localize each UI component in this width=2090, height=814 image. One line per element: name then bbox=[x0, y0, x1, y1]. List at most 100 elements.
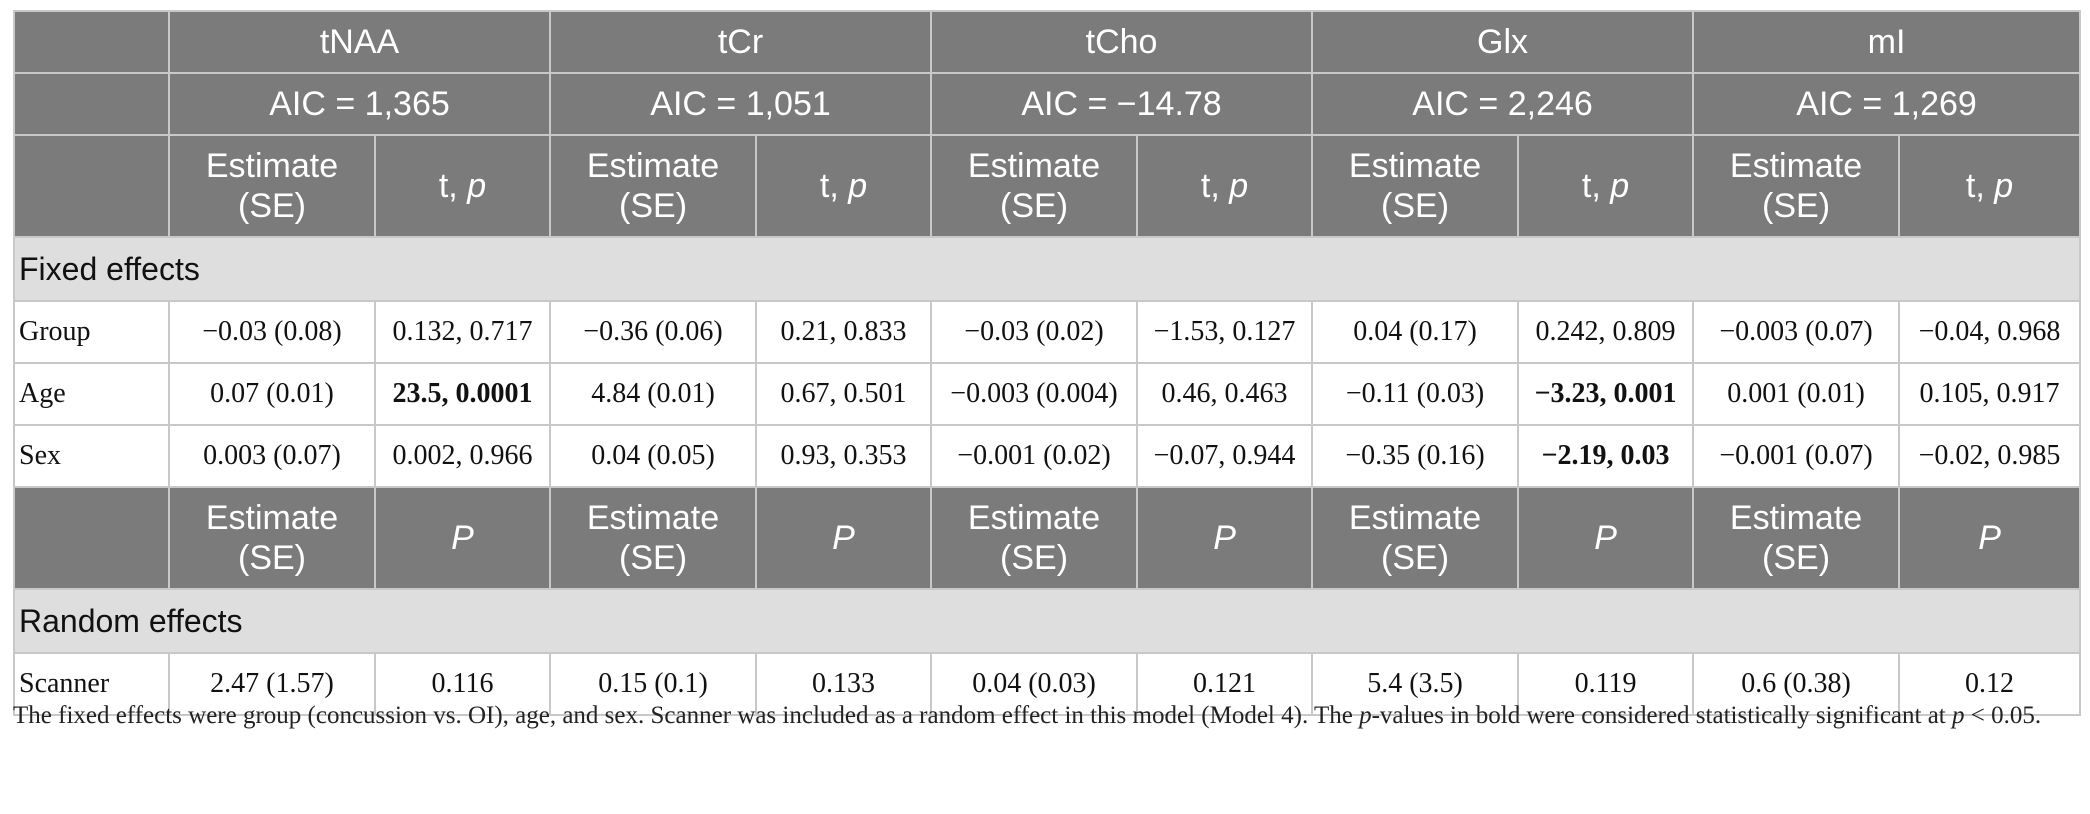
column-header-p: P bbox=[1517, 486, 1695, 590]
column-header-estimate: Estimate (SE) bbox=[549, 486, 758, 590]
header-t-label: t, bbox=[1965, 167, 1985, 205]
column-header-estimate: Estimate (SE) bbox=[168, 486, 376, 590]
table-cell: −3.23, 0.001 bbox=[1517, 362, 1695, 426]
column-header-estimate: Estimate (SE) bbox=[549, 134, 758, 238]
table-cell: 0.04 (0.03) bbox=[930, 652, 1139, 716]
header-p-label: p bbox=[1229, 167, 1249, 205]
table-cell: 2.47 (1.57) bbox=[168, 652, 376, 716]
metabolite-header-row: tNAA tCr tCho Glx mI bbox=[13, 10, 2082, 74]
table-cell: 0.116 bbox=[373, 652, 552, 716]
section-label-random-effects: Random effects bbox=[12, 588, 2082, 654]
column-header-t-p: t, p bbox=[755, 134, 933, 238]
table-cell: −0.003 (0.07) bbox=[1692, 300, 1901, 364]
column-header-row-random: Estimate (SE) P Estimate (SE) P Estimate (SE) P E… bbox=[13, 486, 2082, 590]
column-header-row: Estimate (SE) t, p Estimate (SE) t, p Estimate… bbox=[13, 134, 2082, 238]
aic-header-row: AIC = 1,365 AIC = 1,051 AIC = −14.78 AIC = … bbox=[13, 72, 2082, 136]
column-header-t-p: t, p bbox=[373, 134, 552, 238]
column-header-t-p: t, p bbox=[1136, 134, 1314, 238]
aic-value-mi: AIC = 1,269 bbox=[1692, 72, 2082, 136]
table-cell: −0.04, 0.968 bbox=[1898, 300, 2082, 364]
column-header-estimate: Estimate (SE) bbox=[1311, 486, 1520, 590]
column-header-t-p: t, p bbox=[1898, 134, 2082, 238]
column-header-estimate: Estimate (SE) bbox=[1692, 486, 1901, 590]
table-row-group: Group −0.03 (0.08) 0.132, 0.717 −0.36 (0.06… bbox=[13, 300, 2082, 364]
footnote-text-3: < 0.05. bbox=[1964, 702, 2042, 729]
corner-cell bbox=[13, 72, 170, 136]
table-cell: 0.119 bbox=[1517, 652, 1695, 716]
header-p-label: p bbox=[848, 167, 868, 205]
column-header-t-p: t, p bbox=[1517, 134, 1695, 238]
aic-value-tnaa: AIC = 1,365 bbox=[167, 72, 552, 136]
column-header-estimate: Estimate (SE) bbox=[1692, 134, 1901, 238]
aic-value-glx: AIC = 2,246 bbox=[1311, 72, 1695, 136]
table-cell: 0.242, 0.809 bbox=[1517, 300, 1695, 364]
table-cell: −0.03 (0.08) bbox=[168, 300, 376, 364]
metabolite-header-mi: mI bbox=[1692, 10, 2082, 74]
header-p-label: p bbox=[1610, 167, 1630, 205]
table-cell: −1.53, 0.127 bbox=[1136, 300, 1314, 364]
section-row-fixed: Fixed effects bbox=[12, 236, 2082, 302]
metabolite-header-glx: Glx bbox=[1311, 10, 1695, 74]
mixed-model-results-table: tNAA tCr tCho Glx mI AIC = 1,365 AIC = 1,051 A… bbox=[12, 10, 2082, 716]
column-header-estimate: Estimate (SE) bbox=[930, 486, 1139, 590]
aic-value-tcho: AIC = −14.78 bbox=[930, 72, 1314, 136]
table-cell: −0.07, 0.944 bbox=[1136, 424, 1314, 488]
table-cell: 0.12 bbox=[1898, 652, 2082, 716]
table-cell: 0.04 (0.05) bbox=[549, 424, 758, 488]
table-cell: 0.121 bbox=[1136, 652, 1314, 716]
table-cell: 0.15 (0.1) bbox=[549, 652, 758, 716]
table-cell: 0.04 (0.17) bbox=[1311, 300, 1520, 364]
section-label-fixed-effects: Fixed effects bbox=[12, 236, 2082, 302]
header-p-label: p bbox=[467, 167, 487, 205]
header-t-label: t, bbox=[438, 167, 458, 205]
footnote-italic-p: p bbox=[1952, 702, 1965, 729]
header-p-label: P bbox=[1594, 519, 1617, 557]
table-cell: −0.001 (0.02) bbox=[930, 424, 1139, 488]
table-cell: −0.02, 0.985 bbox=[1898, 424, 2082, 488]
footnote-text-2: -values in bold were considered statisti… bbox=[1371, 702, 1952, 729]
column-header-p: P bbox=[373, 486, 552, 590]
table-cell: 0.21, 0.833 bbox=[755, 300, 933, 364]
row-label: Sex bbox=[13, 424, 170, 488]
table-cell: 0.67, 0.501 bbox=[755, 362, 933, 426]
table-cell: −2.19, 0.03 bbox=[1517, 424, 1695, 488]
column-header-p: P bbox=[1136, 486, 1314, 590]
table-cell: 0.46, 0.463 bbox=[1136, 362, 1314, 426]
table-cell: −0.03 (0.02) bbox=[930, 300, 1139, 364]
table-cell: −0.11 (0.03) bbox=[1311, 362, 1520, 426]
table-cell: −0.36 (0.06) bbox=[549, 300, 758, 364]
table-cell: 5.4 (3.5) bbox=[1311, 652, 1520, 716]
aic-value-tcr: AIC = 1,051 bbox=[549, 72, 933, 136]
table-cell: 4.84 (0.01) bbox=[549, 362, 758, 426]
column-header-estimate: Estimate (SE) bbox=[168, 134, 376, 238]
footnote-text-1: The fixed effects were group (concussion… bbox=[13, 702, 1360, 729]
table-footnote: The fixed effects were group (concussion… bbox=[13, 696, 2079, 736]
row-label: Age bbox=[13, 362, 170, 426]
metabolite-header-tcr: tCr bbox=[549, 10, 933, 74]
header-t-label: t, bbox=[1581, 167, 1601, 205]
header-p-label: P bbox=[1978, 519, 2001, 557]
table-row-sex: Sex 0.003 (0.07) 0.002, 0.966 0.04 (0.05) 0.… bbox=[13, 424, 2082, 488]
header-t-label: t, bbox=[1200, 167, 1220, 205]
table-cell: 0.132, 0.717 bbox=[373, 300, 552, 364]
header-p-label: p bbox=[1994, 167, 2014, 205]
table-cell: 0.001 (0.01) bbox=[1692, 362, 1901, 426]
table-cell: −0.35 (0.16) bbox=[1311, 424, 1520, 488]
corner-cell bbox=[13, 486, 170, 590]
table-cell: 0.105, 0.917 bbox=[1898, 362, 2082, 426]
header-p-label: P bbox=[451, 519, 474, 557]
metabolite-header-tcho: tCho bbox=[930, 10, 1314, 74]
column-header-estimate: Estimate (SE) bbox=[1311, 134, 1520, 238]
column-header-estimate: Estimate (SE) bbox=[930, 134, 1139, 238]
footnote-italic-p: p bbox=[1359, 702, 1372, 729]
column-header-p: P bbox=[1898, 486, 2082, 590]
corner-cell bbox=[13, 134, 170, 238]
table-cell: 0.6 (0.38) bbox=[1692, 652, 1901, 716]
table-cell: 0.003 (0.07) bbox=[168, 424, 376, 488]
row-label: Scanner bbox=[13, 652, 170, 716]
table-row-scanner: Scanner 2.47 (1.57) 0.116 0.15 (0.1) 0.133 0.… bbox=[13, 652, 2082, 716]
header-t-label: t, bbox=[819, 167, 839, 205]
table-row-age: Age 0.07 (0.01) 23.5, 0.0001 4.84 (0.01) 0.6… bbox=[13, 362, 2082, 426]
metabolite-header-tnaa: tNAA bbox=[167, 10, 552, 74]
table-cell: 0.93, 0.353 bbox=[755, 424, 933, 488]
